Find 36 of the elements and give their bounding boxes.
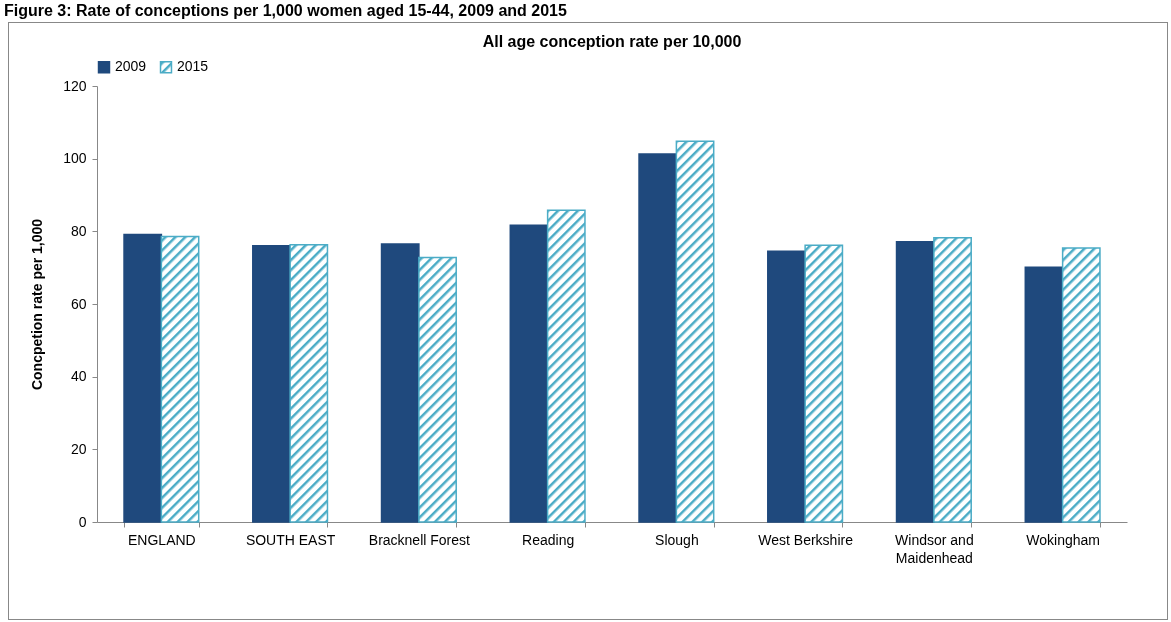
y-tick-label: 120 xyxy=(63,77,87,94)
legend-label: 2009 xyxy=(115,58,147,75)
y-tick-label: 80 xyxy=(70,222,87,239)
y-tick-label: 0 xyxy=(78,513,87,530)
x-tick-label: ENGLAND xyxy=(128,531,196,548)
x-tick-label: Reading xyxy=(522,531,575,548)
bar xyxy=(160,235,200,523)
bar xyxy=(675,140,715,523)
bar xyxy=(804,244,844,523)
bar xyxy=(933,237,972,523)
x-tick-label: West Berkshire xyxy=(758,531,854,548)
bar xyxy=(767,250,806,523)
y-axis-title: Concpetion rate per 1,000 xyxy=(29,218,46,391)
bar xyxy=(509,224,549,523)
bar xyxy=(289,244,329,523)
y-tick-label: 20 xyxy=(70,440,87,457)
bar xyxy=(895,241,935,523)
x-tick-label: Wokingham xyxy=(1026,531,1100,548)
x-tick-label: SOUTH EAST xyxy=(245,531,336,548)
y-tick-label: 100 xyxy=(63,150,87,167)
bar xyxy=(546,209,586,523)
chart-title: Figure 3: Rate of conceptions per 1,000 women aged 15-44, 2009 and 2015 xyxy=(3,1,568,21)
x-tick-label: Windsor and Maidenhead xyxy=(895,531,974,566)
bar xyxy=(638,153,678,523)
x-tick-label: Slough xyxy=(655,531,699,548)
x-tick-label: Bracknell Forest xyxy=(368,531,471,548)
chart-subtitle: All age conception rate per 10,000 xyxy=(482,33,742,50)
y-tick-label: 60 xyxy=(70,295,87,312)
legend-label: 2015 xyxy=(177,58,209,75)
bar xyxy=(1061,247,1101,523)
bar xyxy=(1024,266,1064,523)
y-tick-label: 40 xyxy=(70,368,87,385)
bar xyxy=(123,233,163,523)
bar xyxy=(380,243,420,523)
bar xyxy=(418,256,457,523)
bar xyxy=(252,245,291,523)
